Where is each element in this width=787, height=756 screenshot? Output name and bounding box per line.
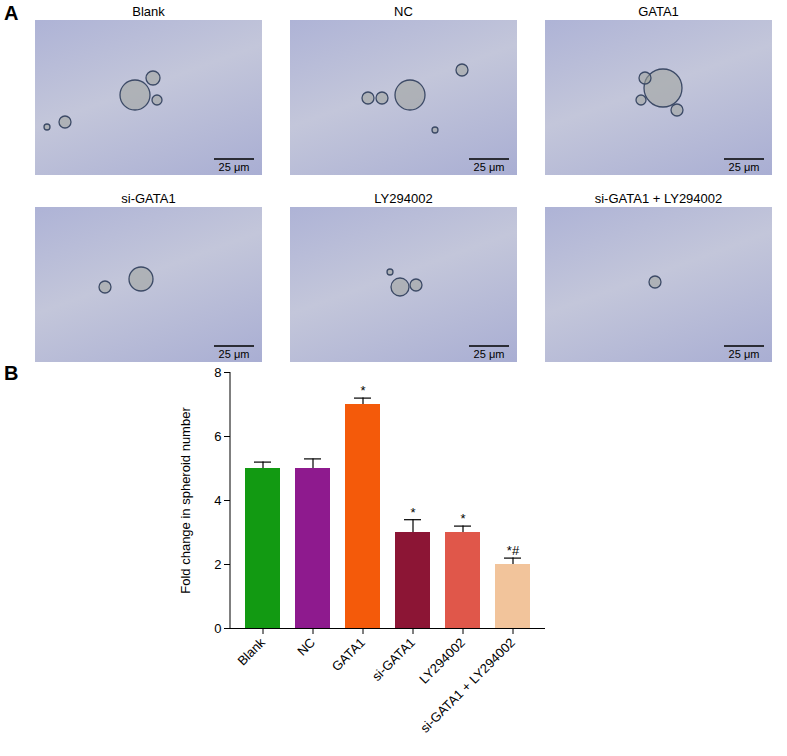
svg-text:si-GATA1 + LY294002: si-GATA1 + LY294002 (417, 635, 518, 736)
svg-text:6: 6 (214, 429, 221, 444)
html-text:Blank: Blank (132, 4, 165, 19)
svg-text:*#: *# (507, 543, 520, 558)
svg-text:25 μm: 25 μm (219, 348, 250, 360)
svg-text:0: 0 (214, 621, 221, 636)
svg-text:*: * (410, 505, 415, 520)
html-text:si-GATA1: si-GATA1 (121, 191, 176, 206)
svg-text:LY294002: LY294002 (416, 635, 468, 687)
svg-text:Fold change in spheroid number: Fold change in spheroid number (178, 407, 193, 594)
svg-text:*: * (460, 511, 465, 526)
svg-text:4: 4 (214, 493, 221, 508)
svg-text:25 μm: 25 μm (474, 161, 505, 173)
svg-text:GATA1: GATA1 (329, 635, 368, 674)
html-text:NC: NC (394, 4, 413, 19)
html-text:GATA1: GATA1 (638, 4, 679, 19)
svg-text:8: 8 (214, 365, 221, 380)
html-text:A: A (4, 2, 19, 24)
svg-text:si-GATA1: si-GATA1 (369, 635, 418, 684)
svg-text:25 μm: 25 μm (474, 348, 505, 360)
svg-text:2: 2 (214, 557, 221, 572)
svg-text:25 μm: 25 μm (219, 161, 250, 173)
html-text:si-GATA1 + LY294002: si-GATA1 + LY294002 (594, 191, 723, 206)
svg-text:Blank: Blank (234, 634, 268, 668)
html-text:LY294002: LY294002 (374, 191, 433, 206)
svg-text:25 μm: 25 μm (729, 348, 760, 360)
svg-text:NC: NC (294, 635, 318, 659)
svg-text:*: * (360, 383, 365, 398)
svg-text:25 μm: 25 μm (729, 161, 760, 173)
html-text:B: B (4, 362, 19, 384)
